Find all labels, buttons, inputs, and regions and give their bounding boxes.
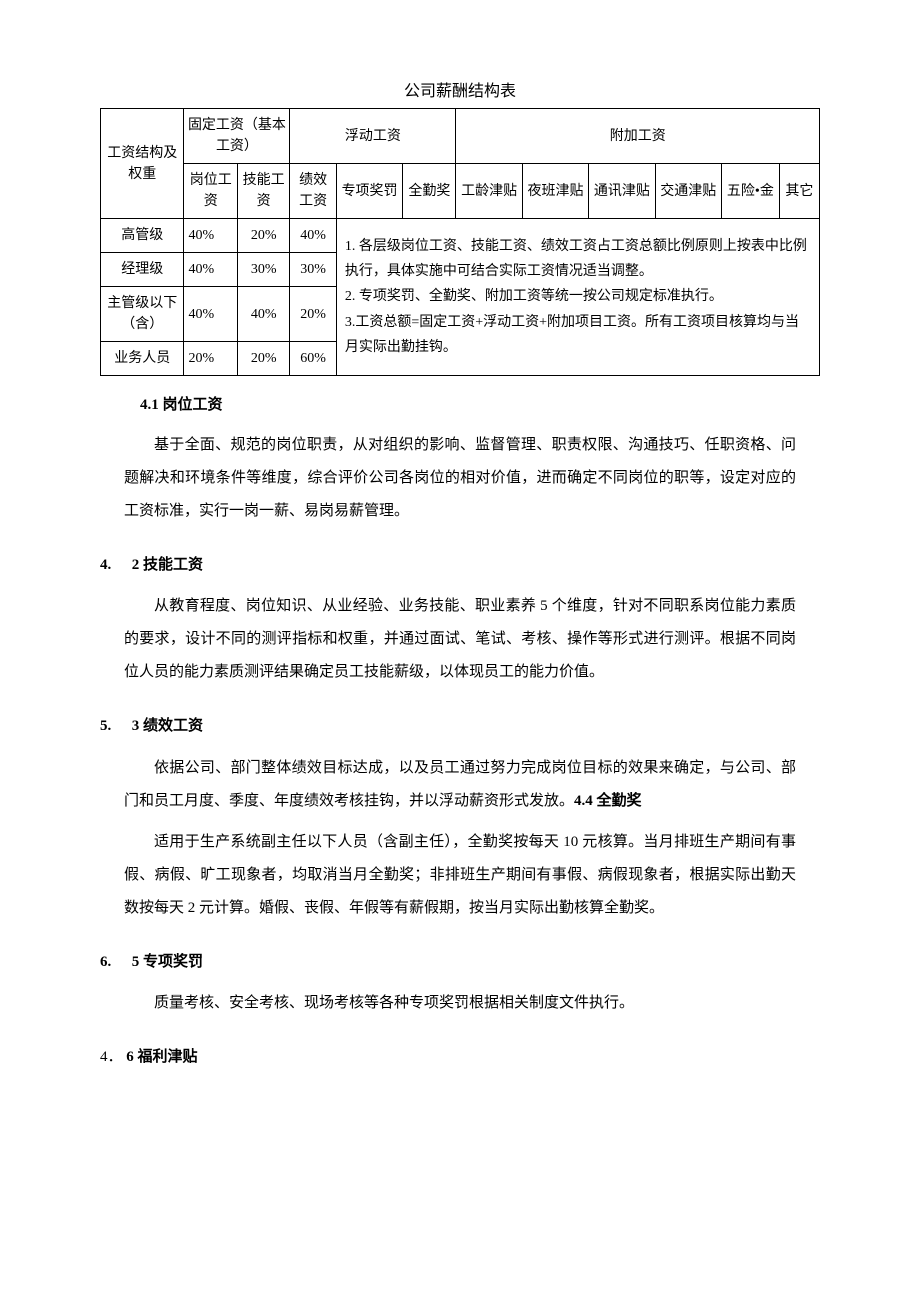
header-float-salary: 浮动工资 <box>290 109 456 164</box>
table-title: 公司薪酬结构表 <box>100 80 820 104</box>
para-4-3: 依据公司、部门整体绩效目标达成，以及员工通过努力完成岗位目标的效果来确定，与公司… <box>100 752 820 818</box>
subheader-full-att: 全勤奖 <box>403 164 456 219</box>
para-4-5: 质量考核、安全考核、现场考核等各种专项奖罚根据相关制度文件执行。 <box>100 987 820 1020</box>
cell-skill: 40% <box>237 287 289 342</box>
cell-level: 经理级 <box>101 253 184 287</box>
para-4-2: 从教育程度、岗位知识、从业经验、业务技能、职业素养 5 个维度，针对不同职系岗位… <box>100 590 820 689</box>
heading-text: 6 福利津贴 <box>126 1049 197 1065</box>
heading-4-3: 5. 3 绩效工资 <box>100 715 820 738</box>
cell-perf: 20% <box>290 287 336 342</box>
cell-perf: 40% <box>290 219 336 253</box>
salary-structure-table: 工资结构及权重 固定工资（基本工资） 浮动工资 附加工资 岗位工资 技能工资 绩… <box>100 108 820 376</box>
heading-text: 5 专项奖罚 <box>132 954 203 970</box>
subheader-other: 其它 <box>779 164 819 219</box>
subheader-seniority: 工龄津贴 <box>456 164 522 219</box>
cell-perf: 60% <box>290 342 336 376</box>
heading-num: 5. <box>100 715 128 738</box>
heading-text: 3 绩效工资 <box>132 718 203 734</box>
subheader-traffic: 交通津贴 <box>655 164 721 219</box>
para-4-3-text: 依据公司、部门整体绩效目标达成，以及员工通过努力完成岗位目标的效果来确定，与公司… <box>124 760 796 809</box>
cell-post: 40% <box>184 287 237 342</box>
cell-level: 高管级 <box>101 219 184 253</box>
cell-post: 40% <box>184 219 237 253</box>
header-structure-weight: 工资结构及权重 <box>101 109 184 219</box>
inline-heading-4-4: 4.4 全勤奖 <box>574 793 642 809</box>
heading-4-2: 4. 2 技能工资 <box>100 554 820 577</box>
table-row: 高管级 40% 20% 40% 1. 各层级岗位工资、技能工资、绩效工资占工资总… <box>101 219 820 253</box>
note-line-1: 1. 各层级岗位工资、技能工资、绩效工资占工资总额比例原则上按表中比例执行，具体… <box>345 234 811 284</box>
cell-skill: 30% <box>237 253 289 287</box>
cell-perf: 30% <box>290 253 336 287</box>
cell-skill: 20% <box>237 219 289 253</box>
heading-num: 4. <box>100 554 128 577</box>
heading-4-1: 4.1 岗位工资 <box>100 394 820 417</box>
subheader-post: 岗位工资 <box>184 164 237 219</box>
header-extra-salary: 附加工资 <box>456 109 820 164</box>
cell-post: 40% <box>184 253 237 287</box>
cell-level: 业务人员 <box>101 342 184 376</box>
heading-text: 2 技能工资 <box>132 557 203 573</box>
cell-post: 20% <box>184 342 237 376</box>
heading-num: 6. <box>100 951 128 974</box>
subheader-special: 专项奖罚 <box>336 164 402 219</box>
note-line-2: 2. 专项奖罚、全勤奖、附加工资等统一按公司规定标准执行。 <box>345 284 811 309</box>
heading-4-6: 4． 6 福利津贴 <box>100 1046 820 1069</box>
subheader-perf: 绩效工资 <box>290 164 336 219</box>
para-4-1: 基于全面、规范的岗位职责，从对组织的影响、监督管理、职责权限、沟通技巧、任职资格… <box>100 429 820 528</box>
subheader-skill: 技能工资 <box>237 164 289 219</box>
subheader-night: 夜班津贴 <box>522 164 588 219</box>
heading-num: 4． <box>100 1049 123 1065</box>
cell-skill: 20% <box>237 342 289 376</box>
para-4-4: 适用于生产系统副主任以下人员（含副主任），全勤奖按每天 10 元核算。当月排班生… <box>100 826 820 925</box>
header-fixed-salary: 固定工资（基本工资） <box>184 109 290 164</box>
heading-4-5: 6. 5 专项奖罚 <box>100 951 820 974</box>
subheader-insurance: 五险•金 <box>721 164 779 219</box>
note-line-3: 3.工资总额=固定工资+浮动工资+附加项目工资。所有工资项目核算均与当月实际出勤… <box>345 310 811 360</box>
subheader-comm: 通讯津贴 <box>589 164 655 219</box>
notes-cell: 1. 各层级岗位工资、技能工资、绩效工资占工资总额比例原则上按表中比例执行，具体… <box>336 219 819 376</box>
cell-level: 主管级以下（含） <box>101 287 184 342</box>
